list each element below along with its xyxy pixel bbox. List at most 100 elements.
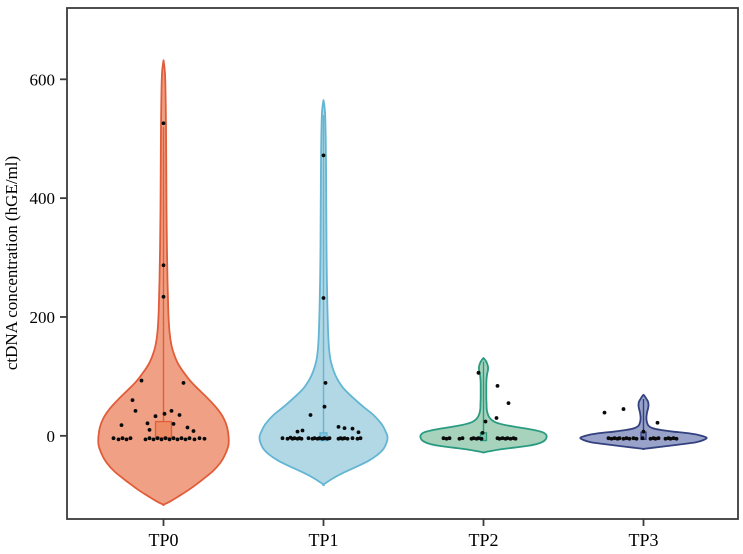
- data-points-tp2: [441, 370, 518, 441]
- data-point: [500, 436, 505, 441]
- data-point: [441, 436, 446, 441]
- data-point: [513, 436, 518, 441]
- data-point: [457, 436, 462, 441]
- data-point: [147, 436, 152, 441]
- violins-layer: [97, 59, 708, 506]
- data-point: [145, 421, 150, 426]
- data-points-tp3: [602, 407, 679, 441]
- data-point: [634, 436, 639, 441]
- data-point: [602, 410, 607, 415]
- data-point: [159, 437, 164, 442]
- data-point: [322, 404, 327, 409]
- x-tick-label-tp2: TP2: [468, 530, 498, 550]
- data-point: [179, 436, 184, 441]
- data-point: [342, 436, 347, 441]
- data-point: [161, 263, 166, 268]
- data-point: [648, 436, 653, 441]
- data-point: [471, 436, 476, 441]
- data-point: [621, 407, 626, 411]
- data-point: [342, 426, 347, 430]
- data-point: [124, 437, 129, 442]
- data-point: [169, 408, 174, 413]
- data-point: [609, 436, 614, 441]
- violin-tp1: [258, 99, 389, 487]
- y-axis-label: ctDNA concentration (hGE/ml): [2, 156, 21, 370]
- data-point: [345, 436, 350, 441]
- data-point: [444, 436, 449, 441]
- data-point: [295, 429, 300, 434]
- data-point: [321, 296, 326, 300]
- data-points-tp1: [280, 153, 363, 441]
- data-point: [497, 436, 502, 441]
- data-point: [162, 411, 167, 416]
- data-point: [300, 428, 305, 433]
- violin-tp2: [419, 357, 548, 454]
- x-tick-label-tp3: TP3: [628, 530, 658, 550]
- data-point: [460, 436, 465, 441]
- data-point: [476, 370, 481, 375]
- data-point: [163, 436, 168, 441]
- violin-tp3: [579, 393, 708, 450]
- data-point: [641, 429, 646, 434]
- data-point: [653, 436, 658, 441]
- data-point: [185, 425, 190, 430]
- data-point: [336, 425, 341, 429]
- data-point: [167, 437, 172, 442]
- x-tick-label-tp1: TP1: [308, 530, 338, 550]
- median-box-tp0: [154, 420, 173, 439]
- data-point: [606, 436, 611, 441]
- data-point: [116, 437, 121, 442]
- data-point: [617, 436, 622, 441]
- data-point: [192, 437, 197, 442]
- data-point: [171, 422, 176, 426]
- data-point: [322, 436, 327, 441]
- data-point: [119, 423, 124, 428]
- data-point: [161, 294, 166, 299]
- data-point: [111, 436, 116, 441]
- data-point: [508, 436, 513, 441]
- data-point: [480, 430, 485, 435]
- data-point: [133, 408, 138, 413]
- data-point: [668, 436, 673, 441]
- data-point: [663, 436, 668, 441]
- data-point: [671, 436, 676, 441]
- data-point: [143, 437, 148, 442]
- data-point: [655, 420, 660, 425]
- data-point: [171, 436, 176, 441]
- data-point: [640, 436, 645, 441]
- data-point: [476, 436, 481, 441]
- data-point: [358, 436, 363, 441]
- data-point: [355, 436, 360, 441]
- data-point: [130, 398, 135, 403]
- data-point: [350, 426, 355, 431]
- data-point: [447, 436, 452, 441]
- data-point: [479, 436, 484, 441]
- data-point: [323, 381, 328, 385]
- data-point: [312, 436, 317, 441]
- data-point: [153, 414, 158, 419]
- data-point: [175, 437, 180, 442]
- data-point: [177, 413, 182, 417]
- data-point: [656, 436, 661, 441]
- data-point: [181, 381, 186, 385]
- data-point: [187, 436, 192, 441]
- data-point: [317, 436, 322, 441]
- data-point: [627, 436, 632, 441]
- y-tick-label: 0: [47, 427, 56, 446]
- data-point: [506, 401, 511, 406]
- data-point: [350, 436, 355, 441]
- data-point: [139, 378, 144, 383]
- violin-tp0: [97, 59, 230, 506]
- data-point: [308, 413, 313, 417]
- data-point: [151, 437, 156, 442]
- data-point: [483, 419, 488, 424]
- data-point: [280, 436, 285, 441]
- data-point: [147, 427, 152, 432]
- y-tick-label: 200: [30, 308, 56, 327]
- data-point: [155, 436, 160, 441]
- data-point: [299, 436, 304, 441]
